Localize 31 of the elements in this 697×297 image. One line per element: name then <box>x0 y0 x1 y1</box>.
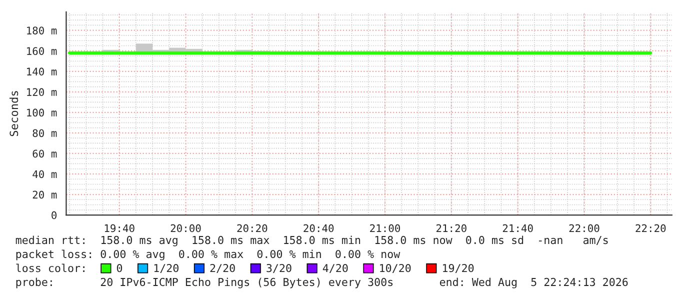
legend-label: 3/20 <box>266 264 292 274</box>
x-tick-label: 21:40 <box>502 224 533 232</box>
legend-label: 19/20 <box>443 264 474 274</box>
legend-label: 4/20 <box>322 264 348 274</box>
y-tick-label: 80 m <box>32 129 57 138</box>
text: probe: 20 IPv6-ICMP Echo Pings (56 Bytes) every 300s end: Wed Aug 5 22:24:13 2026 <box>16 278 628 288</box>
y-tick-label: 120 m <box>27 88 57 96</box>
legend-label: 0 <box>116 264 122 272</box>
text: packet loss: 0.00 % avg 0.00 % max 0.00 % min 0.00 % now <box>16 250 400 260</box>
y-tick-label: 40 m <box>32 170 57 178</box>
x-tick-label: 22:20 <box>636 224 666 232</box>
y-axis-title: Seconds <box>10 91 18 136</box>
legend-title: loss color: <box>16 264 84 272</box>
legend-label: 10/20 <box>380 264 411 274</box>
legend-label: 2/20 <box>210 264 235 274</box>
y-tick-label: 100 m <box>27 108 57 117</box>
y-tick-label: 60 m <box>32 150 57 158</box>
legend-label: 1/20 <box>154 264 178 274</box>
y-tick-label: 0 <box>52 211 57 220</box>
y-tick-label: 20 m <box>32 190 57 199</box>
x-tick-label: 21:20 <box>436 224 466 232</box>
x-tick-label: 21:00 <box>370 224 400 232</box>
x-tick-label: 20:00 <box>170 224 201 232</box>
text: median rtt: 158.0 ms avg 158.0 ms max 158.0 ms min 158.0 ms now 0.0 ms sd -nan am/s <box>16 236 608 246</box>
y-tick-label: 160 m <box>27 47 57 55</box>
x-tick-label: 19:40 <box>104 224 134 232</box>
y-tick-label: 140 m <box>27 68 57 76</box>
y-tick-label: 180 m <box>27 26 57 34</box>
x-tick-label: 20:40 <box>304 224 334 232</box>
x-tick-label: 22:00 <box>569 224 600 232</box>
x-tick-label: 20:20 <box>237 224 268 232</box>
